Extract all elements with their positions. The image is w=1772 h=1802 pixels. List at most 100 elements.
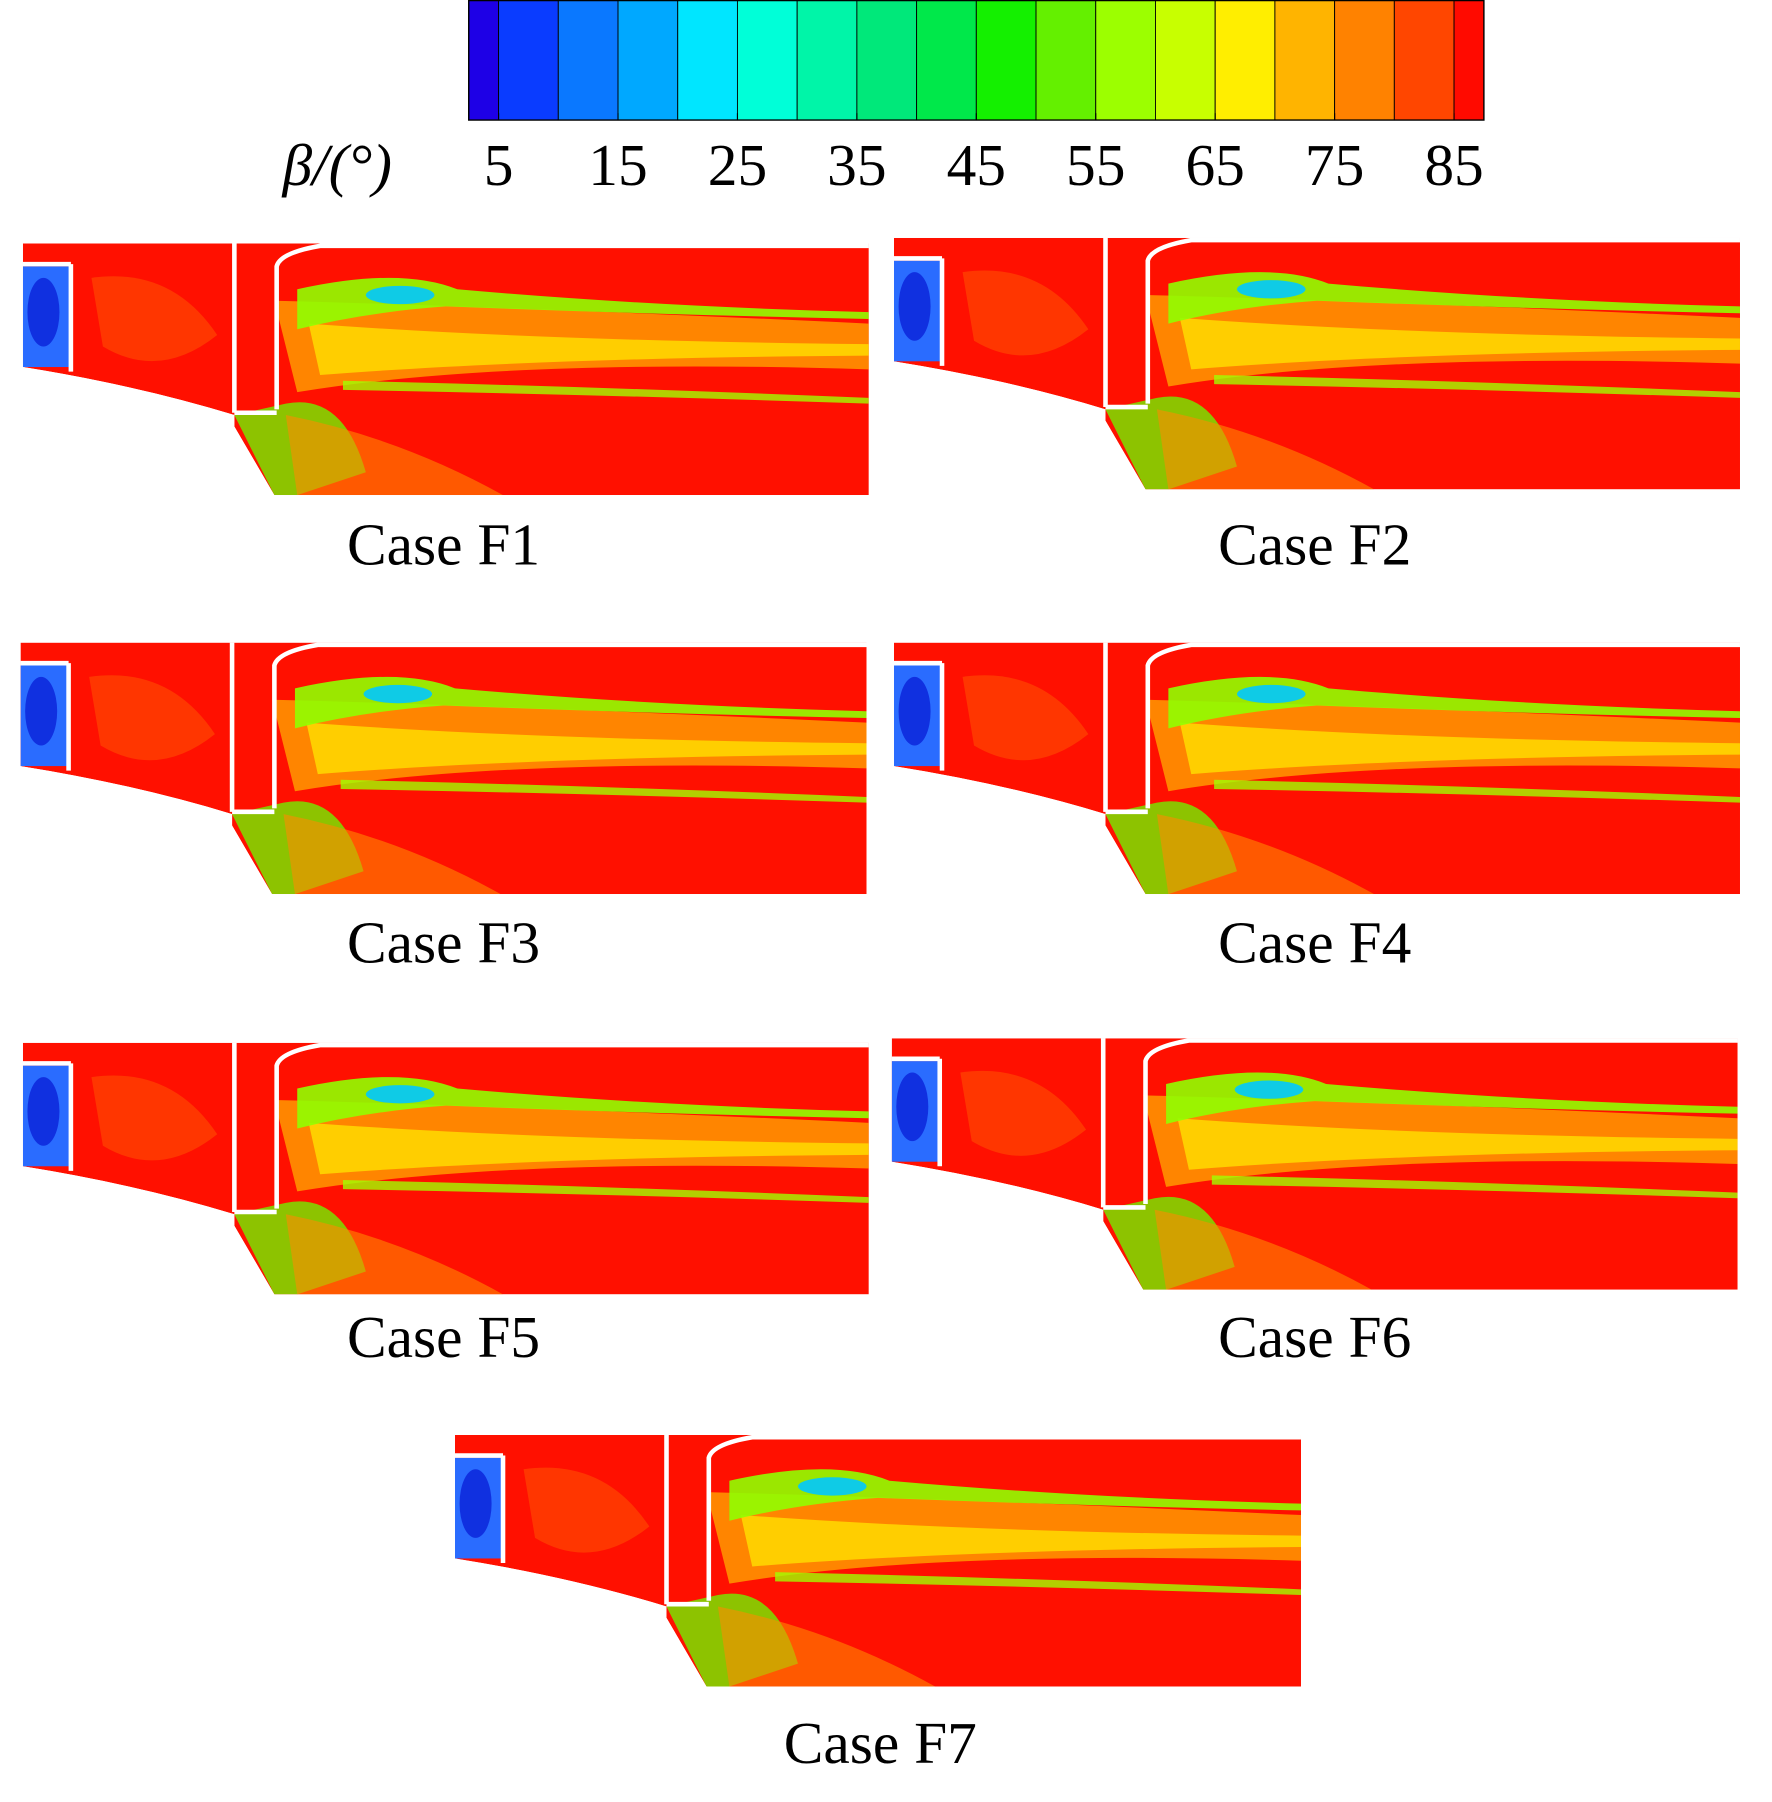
wake-zone [283, 814, 501, 895]
wall [272, 642, 867, 809]
jet-streak [1168, 676, 1740, 729]
jet-core [363, 684, 433, 704]
wake-zone [285, 415, 504, 496]
colorbar-band [617, 0, 679, 121]
colorbar-tick-label: 15 [588, 132, 647, 198]
wake-zone [285, 1214, 504, 1295]
colorbar-tick-label: 65 [1185, 132, 1244, 198]
colorbar-band [1453, 0, 1485, 121]
jet-streak [294, 676, 867, 729]
mixing-core [1179, 722, 1740, 775]
jet-core [1236, 280, 1306, 299]
vortex [962, 675, 1089, 761]
contour-panel [894, 237, 1740, 490]
colorbar-label: β/(°) [282, 132, 392, 198]
lower-streak [342, 380, 869, 404]
inlet-core [898, 272, 931, 341]
lower-streak [1214, 375, 1740, 398]
contour-field [22, 243, 869, 496]
mixing-core [1179, 317, 1740, 370]
inlet-core [27, 1077, 60, 1146]
wake-zone [1156, 409, 1375, 490]
wake-zone [717, 1606, 936, 1687]
colorbar-band [1155, 0, 1216, 121]
lower-streak [342, 1179, 869, 1203]
contour-field [894, 642, 1740, 895]
colorbar-band [1334, 0, 1395, 121]
inlet-core [896, 1072, 929, 1142]
colorbar-band [468, 0, 500, 121]
vortex [962, 270, 1089, 356]
colorbar-tick-label: 85 [1424, 132, 1483, 198]
panel-label: Case F5 [347, 1304, 540, 1370]
colorbar-tick-label: 5 [484, 132, 514, 198]
vortex [89, 675, 215, 761]
jet-streak [1166, 1072, 1738, 1124]
jet-core [797, 1477, 867, 1496]
contour-panel [894, 642, 1740, 895]
contour-field [20, 642, 867, 895]
panel-label: Case F7 [784, 1710, 977, 1776]
vortex [91, 276, 218, 362]
vortex [523, 1467, 650, 1553]
colorbar-tick-label: 35 [827, 132, 886, 198]
contour-panel [20, 642, 867, 895]
wall [1143, 1038, 1738, 1205]
contour-panel [455, 1434, 1301, 1687]
panel-label: Case F3 [347, 910, 540, 976]
colorbar-band [1035, 0, 1097, 121]
vortex [960, 1070, 1087, 1156]
colorbar-band [1393, 0, 1455, 121]
colorbar-band [498, 0, 559, 121]
mixing-core [308, 1122, 869, 1175]
contour-panel [891, 1038, 1738, 1290]
wall [274, 243, 869, 410]
mixing-core [306, 722, 867, 775]
jet-core [1236, 684, 1306, 704]
colorbar-tick-label: 55 [1066, 132, 1125, 198]
inlet-core [25, 676, 58, 746]
contour-panel [22, 243, 869, 496]
lower-streak [1214, 779, 1740, 803]
colorbar-band [1095, 0, 1156, 121]
lower-streak [775, 1572, 1301, 1596]
panel-label: Case F2 [1218, 512, 1411, 578]
wall [706, 1434, 1301, 1601]
colorbar-band [916, 0, 977, 121]
jet-core [1234, 1080, 1304, 1099]
jet-streak [297, 277, 869, 330]
panel-label: Case F1 [347, 512, 540, 578]
colorbar-band [557, 0, 619, 121]
contour-field [891, 1038, 1738, 1290]
contour-field [22, 1042, 869, 1295]
panel-label: Case F6 [1218, 1304, 1411, 1370]
inlet-core [27, 277, 60, 347]
colorbar-band [856, 0, 918, 121]
vortex [91, 1075, 218, 1161]
jet-core [365, 1085, 435, 1104]
colorbar-tick-label: 25 [708, 132, 767, 198]
wake-zone [1154, 1209, 1372, 1290]
jet-streak [729, 1469, 1301, 1521]
colorbar-tick-label: 75 [1305, 132, 1364, 198]
contour-field [894, 237, 1740, 490]
lower-streak [1211, 1175, 1738, 1199]
jet-streak [1168, 272, 1740, 324]
inlet-core [459, 1469, 492, 1538]
mixing-core [740, 1515, 1301, 1567]
wake-zone [1156, 814, 1375, 895]
wall [1145, 642, 1740, 809]
jet-streak [297, 1077, 869, 1129]
wall [1145, 237, 1740, 404]
contour-field [455, 1434, 1301, 1687]
mixing-core [1177, 1118, 1738, 1170]
contour-panel [22, 1042, 869, 1295]
mixing-core [308, 323, 869, 376]
colorbar-band [796, 0, 858, 121]
colorbar-band [677, 0, 738, 121]
jet-core [365, 285, 435, 305]
colorbar-band [736, 0, 798, 121]
lower-streak [340, 779, 867, 803]
colorbar-band [1274, 0, 1336, 121]
inlet-core [898, 676, 931, 746]
